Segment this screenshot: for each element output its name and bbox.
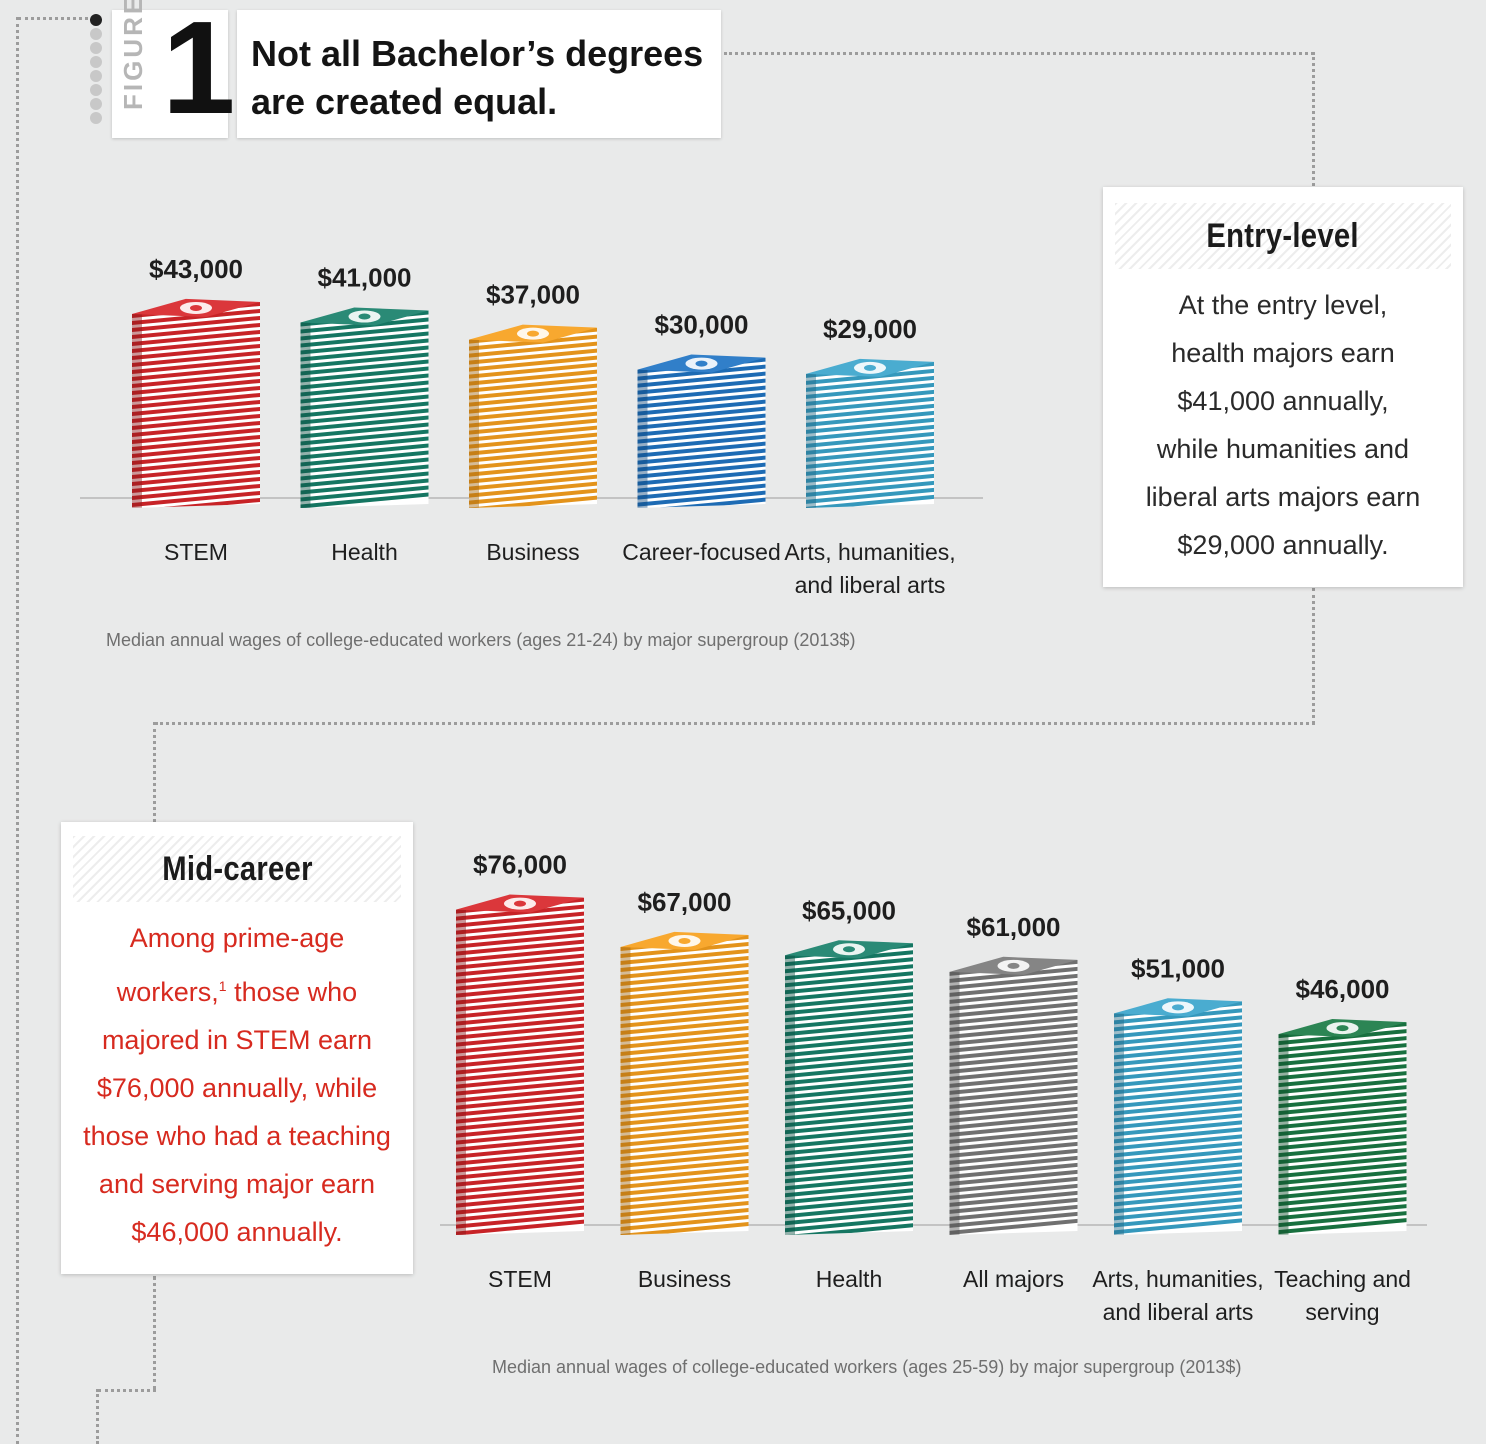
figure-tab: FIGURE 1	[112, 0, 235, 138]
value-label: $76,000	[473, 850, 567, 880]
mid-line: and serving major earn	[98, 1169, 376, 1199]
dollar-bill-icon	[997, 959, 1030, 972]
bar-all-majors	[949, 956, 1078, 1235]
bar-career-focused	[637, 354, 766, 508]
bar-arts-humanities-and-liberal-arts	[806, 358, 934, 508]
entry-line: health majors earn	[1171, 338, 1395, 368]
entry-level-heading-band: Entry-level	[1115, 203, 1451, 269]
category-label: Business	[486, 539, 579, 565]
category-label: Career-focused	[622, 539, 781, 565]
value-label: $67,000	[638, 887, 732, 917]
bar-health	[300, 307, 429, 508]
bar-arts-humanities-and-liberal-arts	[1114, 998, 1242, 1235]
value-label: $29,000	[823, 314, 917, 344]
bar-stem	[132, 298, 260, 508]
category-label: Arts, humanities,	[784, 539, 955, 565]
entry-line: $41,000 annually,	[1177, 386, 1389, 416]
dollar-bill-icon	[1162, 1001, 1194, 1014]
entry-line: $29,000 annually.	[1177, 530, 1389, 560]
mid-career-text: Among prime-age workers,1 those who majo…	[75, 914, 399, 1256]
mid-line: Among prime-age	[129, 923, 345, 953]
category-label: Business	[638, 1266, 731, 1292]
category-label: serving	[1305, 1299, 1379, 1325]
connector-line	[1312, 588, 1315, 724]
value-label: $46,000	[1296, 974, 1390, 1004]
title-line-1: Not all Bachelor’s degrees	[251, 33, 704, 74]
title-line-2: are created equal.	[251, 81, 558, 122]
mid-line: majored in STEM earn	[101, 1025, 373, 1055]
mid-line: those who had a teaching	[83, 1121, 391, 1151]
connector-line	[1312, 52, 1315, 186]
category-label: Health	[331, 539, 397, 565]
entry-line: At the entry level,	[1178, 290, 1388, 320]
entry-line: while humanities and	[1156, 434, 1410, 464]
value-label: $61,000	[967, 912, 1061, 942]
bar-business	[469, 324, 597, 508]
dollar-bill-icon	[854, 361, 886, 374]
connector-line	[16, 17, 19, 1444]
entry-level-heading: Entry-level	[1206, 216, 1360, 255]
mid-line: $46,000 annually.	[131, 1217, 343, 1247]
page-title: Not all Bachelor’s degrees are created e…	[237, 10, 721, 138]
value-label: $65,000	[802, 895, 896, 925]
category-label: Teaching and	[1274, 1266, 1411, 1292]
entry-level-text: At the entry level, health majors earn $…	[1117, 281, 1449, 569]
value-label: $51,000	[1131, 953, 1225, 983]
category-label: STEM	[488, 1266, 552, 1292]
mid-career-heading: Mid-career	[161, 849, 313, 888]
value-label: $41,000	[318, 263, 412, 293]
mid-line: $76,000 annually, while	[96, 1073, 378, 1103]
mid-career-caption: Median annual wages of college-educated …	[492, 1357, 1242, 1377]
connector-line	[155, 722, 1315, 725]
dollar-bill-icon	[668, 934, 701, 947]
footnote-marker: 1	[218, 978, 227, 994]
value-label: $43,000	[149, 254, 243, 284]
category-label: and liberal arts	[1103, 1299, 1254, 1325]
mid-career-heading-band: Mid-career	[73, 836, 401, 902]
bar-business	[620, 931, 749, 1235]
connector-line	[153, 1276, 156, 1390]
category-label: and liberal arts	[795, 572, 946, 598]
dollar-bill-icon	[1326, 1022, 1359, 1035]
connector-line	[153, 722, 156, 822]
category-label: STEM	[164, 539, 228, 565]
bar-teaching-and-serving	[1278, 1019, 1407, 1235]
value-label: $30,000	[655, 310, 749, 340]
entry-level-card: Entry-level At the entry level, health m…	[1103, 187, 1463, 587]
connector-line	[724, 52, 1314, 55]
bar-health	[785, 940, 913, 1235]
mid-career-card: Mid-career Among prime-age workers,1 tho…	[61, 822, 413, 1274]
entry-level-caption: Median annual wages of college-educated …	[106, 630, 856, 650]
figure-number: 1	[162, 0, 235, 141]
connector-line	[98, 1389, 156, 1392]
value-label: $37,000	[486, 280, 580, 310]
category-label: All majors	[963, 1266, 1064, 1292]
dollar-bill-icon	[348, 310, 381, 323]
bar-stem	[456, 894, 584, 1235]
category-label: Health	[816, 1266, 882, 1292]
dollar-bill-icon	[504, 897, 536, 910]
connector-line	[18, 17, 94, 20]
dollar-bill-icon	[833, 943, 865, 956]
dollar-bill-icon	[180, 301, 212, 314]
connector-line	[96, 1389, 99, 1444]
entry-line: liberal arts majors earn	[1145, 482, 1421, 512]
mid-line: workers,1 those who	[116, 977, 358, 1007]
figure-beads	[90, 14, 104, 126]
dollar-bill-icon	[517, 327, 549, 340]
category-label: Arts, humanities,	[1092, 1266, 1263, 1292]
dollar-bill-icon	[685, 357, 718, 370]
